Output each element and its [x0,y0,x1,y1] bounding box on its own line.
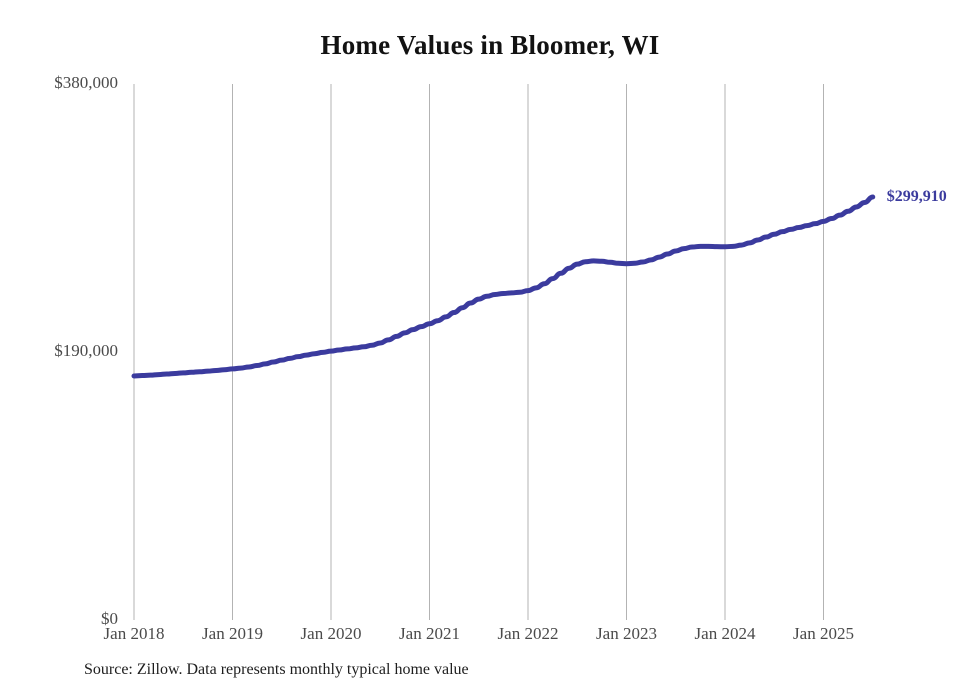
y-tick-label: $380,000 [54,73,118,92]
x-tick-label: Jan 2024 [694,624,756,643]
line-series-typical-home-value [131,194,876,379]
source-note: Source: Zillow. Data represents monthly … [84,661,469,678]
end-value-annotation: $299,910 [886,187,947,205]
x-tick-label: Jan 2020 [300,624,362,643]
x-tick-label: Jan 2023 [596,624,657,643]
x-tick-label: Jan 2019 [202,624,263,643]
data-series-group [131,194,876,379]
x-tick-label: Jan 2018 [103,624,165,643]
y-tick-label: $190,000 [54,341,118,360]
x-tick-label: Jan 2025 [793,624,854,643]
x-tick-label: Jan 2021 [399,624,460,643]
gridlines-group [133,84,824,620]
y-tick-label: $0 [101,609,118,628]
x-tick-label: Jan 2022 [497,624,559,643]
page-title: Home Values in Bloomer, WI [320,30,660,60]
